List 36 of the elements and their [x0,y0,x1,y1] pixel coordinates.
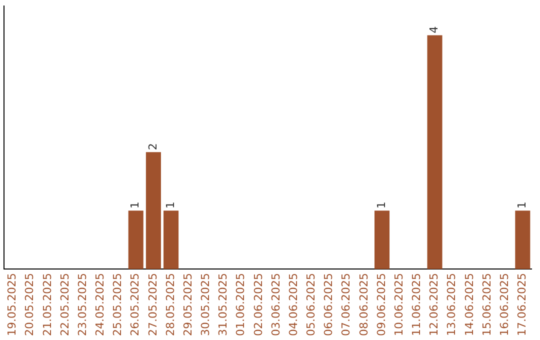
x-tick-label: 06.06.2025 [322,273,336,336]
data-label: 2 [146,143,160,150]
x-tick-label: 25.05.2025 [111,273,124,336]
x-tick-label: 30.05.2025 [199,273,212,336]
x-tick-label: 20.05.2025 [23,273,36,336]
x-tick-label: 17.06.2025 [516,273,529,336]
x-tick-label: 23.05.2025 [76,273,89,336]
x-tick-label: 22.05.2025 [58,273,72,336]
x-tick-label: 15.06.2025 [480,273,494,336]
data-label: 1 [516,202,529,209]
x-tick-label: 24.05.2025 [94,273,107,336]
x-tick-label: 05.06.2025 [304,273,318,336]
data-label: 4 [428,26,441,34]
x-tick-label: 08.06.2025 [357,273,370,336]
x-tick-label: 29.05.2025 [181,273,194,336]
data-label: 1 [374,202,388,209]
x-tick-label: 04.06.2025 [286,273,300,336]
x-tick-label: 01.06.2025 [234,273,248,336]
x-tick-label: 14.06.2025 [462,273,476,336]
x-tick-label: 10.06.2025 [392,273,406,336]
x-tick-label: 16.06.2025 [498,273,511,336]
x-tick-label: 11.06.2025 [410,273,424,336]
x-tick-label: 12.06.2025 [428,273,441,336]
x-tick-label: 26.05.2025 [128,273,142,336]
x-tick-label: 02.06.2025 [252,273,265,336]
x-tick-label: 28.05.2025 [164,273,177,336]
x-tick-label: 19.05.2025 [6,273,19,336]
x-tick-label: 03.06.2025 [269,273,282,336]
x-tick-label: 21.05.2025 [40,273,54,336]
x-tick-label: 07.06.2025 [340,273,353,336]
x-tick-label: 31.05.2025 [216,273,230,336]
x-tick-label: 27.05.2025 [146,273,160,336]
data-label: 1 [128,202,142,209]
x-tick-label: 13.06.2025 [445,273,458,336]
data-label: 1 [164,202,177,209]
x-tick-label: 09.06.2025 [374,273,388,336]
